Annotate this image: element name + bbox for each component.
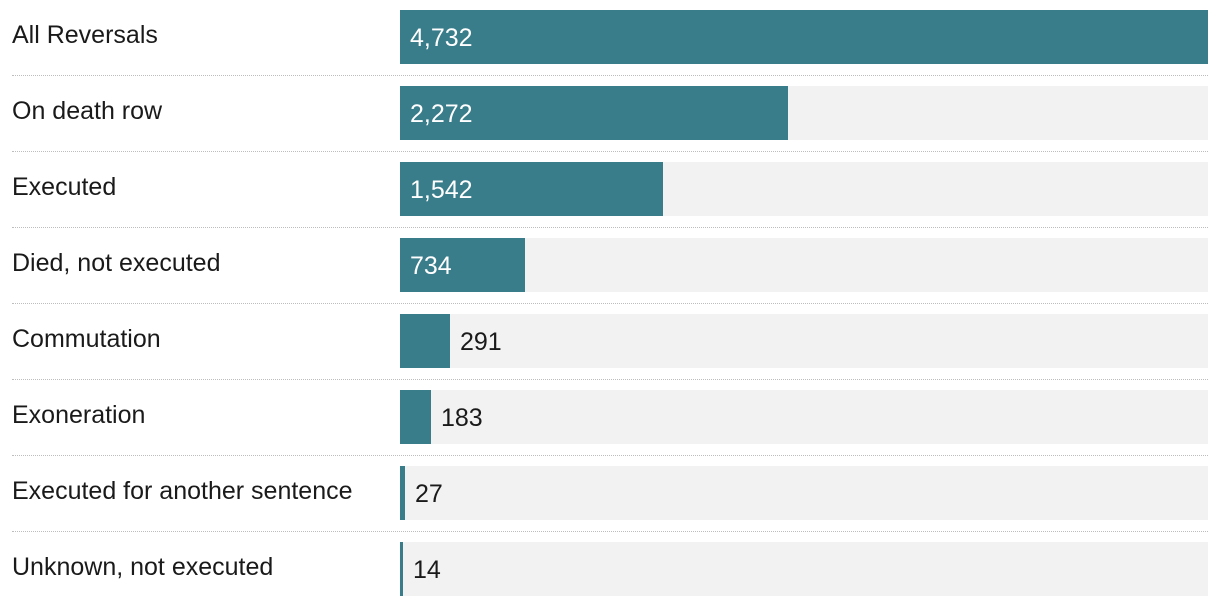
chart-row: All Reversals 4,732 bbox=[12, 10, 1208, 64]
category-label: Exoneration bbox=[12, 401, 146, 429]
category-label: Commutation bbox=[12, 325, 161, 353]
value-label: 4,732 bbox=[410, 24, 473, 52]
chart-row: Commutation 291 bbox=[12, 314, 1208, 368]
value-label: 291 bbox=[460, 328, 502, 356]
chart-row: Unknown, not executed 14 bbox=[12, 542, 1208, 596]
chart-row: Died, not executed 734 bbox=[12, 238, 1208, 292]
chart-row: On death row 2,272 bbox=[12, 86, 1208, 140]
bar bbox=[400, 86, 788, 140]
bar-track: 14 bbox=[400, 542, 1208, 596]
bar bbox=[400, 390, 431, 444]
row-divider bbox=[12, 303, 1208, 304]
chart-row: Executed 1,542 bbox=[12, 162, 1208, 216]
value-label: 2,272 bbox=[410, 100, 473, 128]
value-label: 14 bbox=[413, 556, 441, 584]
value-label: 1,542 bbox=[410, 176, 473, 204]
row-divider bbox=[12, 379, 1208, 380]
row-divider bbox=[12, 455, 1208, 456]
bar-track: 2,272 bbox=[400, 86, 1208, 140]
row-divider bbox=[12, 531, 1208, 532]
bar bbox=[400, 314, 450, 368]
bar-track: 4,732 bbox=[400, 10, 1208, 64]
chart-row: Executed for another sentence 27 bbox=[12, 466, 1208, 520]
category-label: Executed for another sentence bbox=[12, 477, 353, 505]
category-label: All Reversals bbox=[12, 21, 158, 49]
bar-track: 27 bbox=[400, 466, 1208, 520]
bar-track: 1,542 bbox=[400, 162, 1208, 216]
bar-track: 291 bbox=[400, 314, 1208, 368]
bar-track: 183 bbox=[400, 390, 1208, 444]
chart-row: Exoneration 183 bbox=[12, 390, 1208, 444]
category-label: On death row bbox=[12, 97, 163, 125]
bar bbox=[400, 10, 1208, 64]
bar bbox=[400, 542, 403, 596]
value-label: 734 bbox=[410, 252, 452, 280]
row-divider bbox=[12, 227, 1208, 228]
bar bbox=[400, 466, 405, 520]
category-label: Executed bbox=[12, 173, 117, 201]
category-label: Died, not executed bbox=[12, 249, 221, 277]
row-divider bbox=[12, 151, 1208, 152]
bar bbox=[400, 162, 663, 216]
row-divider bbox=[12, 75, 1208, 76]
bar-track: 734 bbox=[400, 238, 1208, 292]
value-label: 183 bbox=[441, 404, 483, 432]
category-label: Unknown, not executed bbox=[12, 553, 274, 581]
bar bbox=[400, 238, 525, 292]
value-label: 27 bbox=[415, 480, 443, 508]
